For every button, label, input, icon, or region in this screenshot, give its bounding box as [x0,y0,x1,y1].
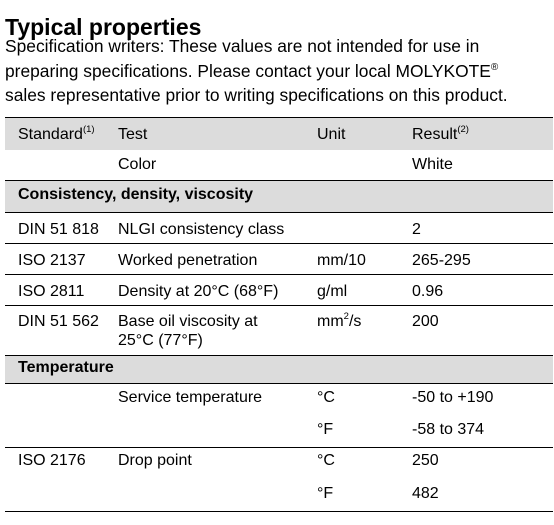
cell-unit [317,150,412,181]
table-row: DIN 51 562 Base oil viscosity at 25°C (77… [5,305,553,356]
cell-standard [5,150,118,181]
cell-test: Service temperature [118,389,263,406]
table-row: ISO 2137 Worked penetration mm/10 265-29… [5,243,553,275]
cell-test [118,416,317,448]
cell-test: Density at 20°C (68°F) [118,274,317,306]
cell-result: 2 [412,212,553,244]
intro-line-1: Specification writers: These values are … [5,36,480,56]
cell-unit: °F [317,478,412,512]
cell-result: -58 to 374 [412,416,553,448]
header-standard: Standard(1) [5,117,118,150]
cell-standard: DIN 51 818 [5,212,118,244]
section-row-consistency: Consistency, density, viscosity [5,180,553,213]
cell-test: NLGI consistency class [118,212,317,244]
cell-test: Worked penetration [118,243,317,275]
table-row: ISO 2176 Drop point °C 250 [5,448,553,479]
cell-standard [5,416,118,448]
header-result-label: Result [412,126,458,143]
cell-test: Color [118,155,157,173]
table-row: ISO 2811 Density at 20°C (68°F) g/ml 0.9… [5,274,553,306]
cell-result: -50 to +190 [412,389,494,406]
table-header-row: Standard(1) Test Unit Result(2) [5,117,553,150]
cell-result: 0.96 [412,274,553,306]
cell-standard: DIN 51 562 [5,305,118,356]
cell-standard: ISO 2176 [18,452,86,469]
cell-unit: °F [317,416,412,448]
registered-mark: ® [490,61,499,73]
table-row: °F -58 to 374 [5,416,553,448]
unit-exponent: 2 [343,311,349,322]
cell-standard [5,478,118,512]
table-row: DIN 51 818 NLGI consistency class 2 [5,212,553,244]
header-standard-label: Standard [18,126,83,143]
intro-paragraph: Specification writers: These values are … [5,34,553,108]
intro-line-3: sales representative prior to writing sp… [5,85,508,105]
cell-standard [5,384,118,417]
intro-line-2-text: preparing specifications. Please contact… [5,60,491,81]
properties-table: Standard(1) Test Unit Result(2) Color Wh… [5,117,553,512]
cell-standard: ISO 2137 [5,243,118,275]
cell-test-line-1: Base oil viscosity at [118,313,258,330]
header-test: Test [118,117,317,150]
table-row: °F 482 [5,478,553,512]
table-row: Service temperature °C -50 to +190 [5,384,553,417]
cell-result: White [412,155,453,173]
footnote-2-mark: (2) [457,124,469,135]
cell-unit: °C [317,389,335,406]
cell-unit: °C [317,452,335,469]
cell-result: 265-295 [412,243,553,275]
unit-base: mm [317,313,344,330]
cell-result: 200 [412,305,553,356]
cell-result: 250 [412,452,439,469]
unit-tail: /s [348,313,362,330]
cell-test: Base oil viscosity at 25°C (77°F) [118,305,317,356]
cell-test-line-2: 25°C (77°F) [118,332,203,349]
section-heading-temperature: Temperature [5,355,553,384]
header-result: Result(2) [412,117,553,150]
table-row-color: Color White [5,150,553,181]
footnote-1-mark: (1) [82,124,95,135]
intro-line-2: preparing specifications. Please contact… [5,59,553,84]
cell-unit: g/ml [317,274,412,306]
section-heading-consistency: Consistency, density, viscosity [5,180,553,213]
cell-standard: ISO 2811 [5,274,118,306]
page-title: Typical properties [5,14,202,41]
section-row-temperature: Temperature [5,355,553,384]
cell-test [118,478,317,512]
cell-unit [317,212,412,244]
cell-unit: mm2/s [317,305,412,356]
cell-unit: mm/10 [317,243,412,275]
cell-result: 482 [412,478,553,512]
cell-test: Drop point [118,452,192,469]
header-unit: Unit [317,117,412,150]
